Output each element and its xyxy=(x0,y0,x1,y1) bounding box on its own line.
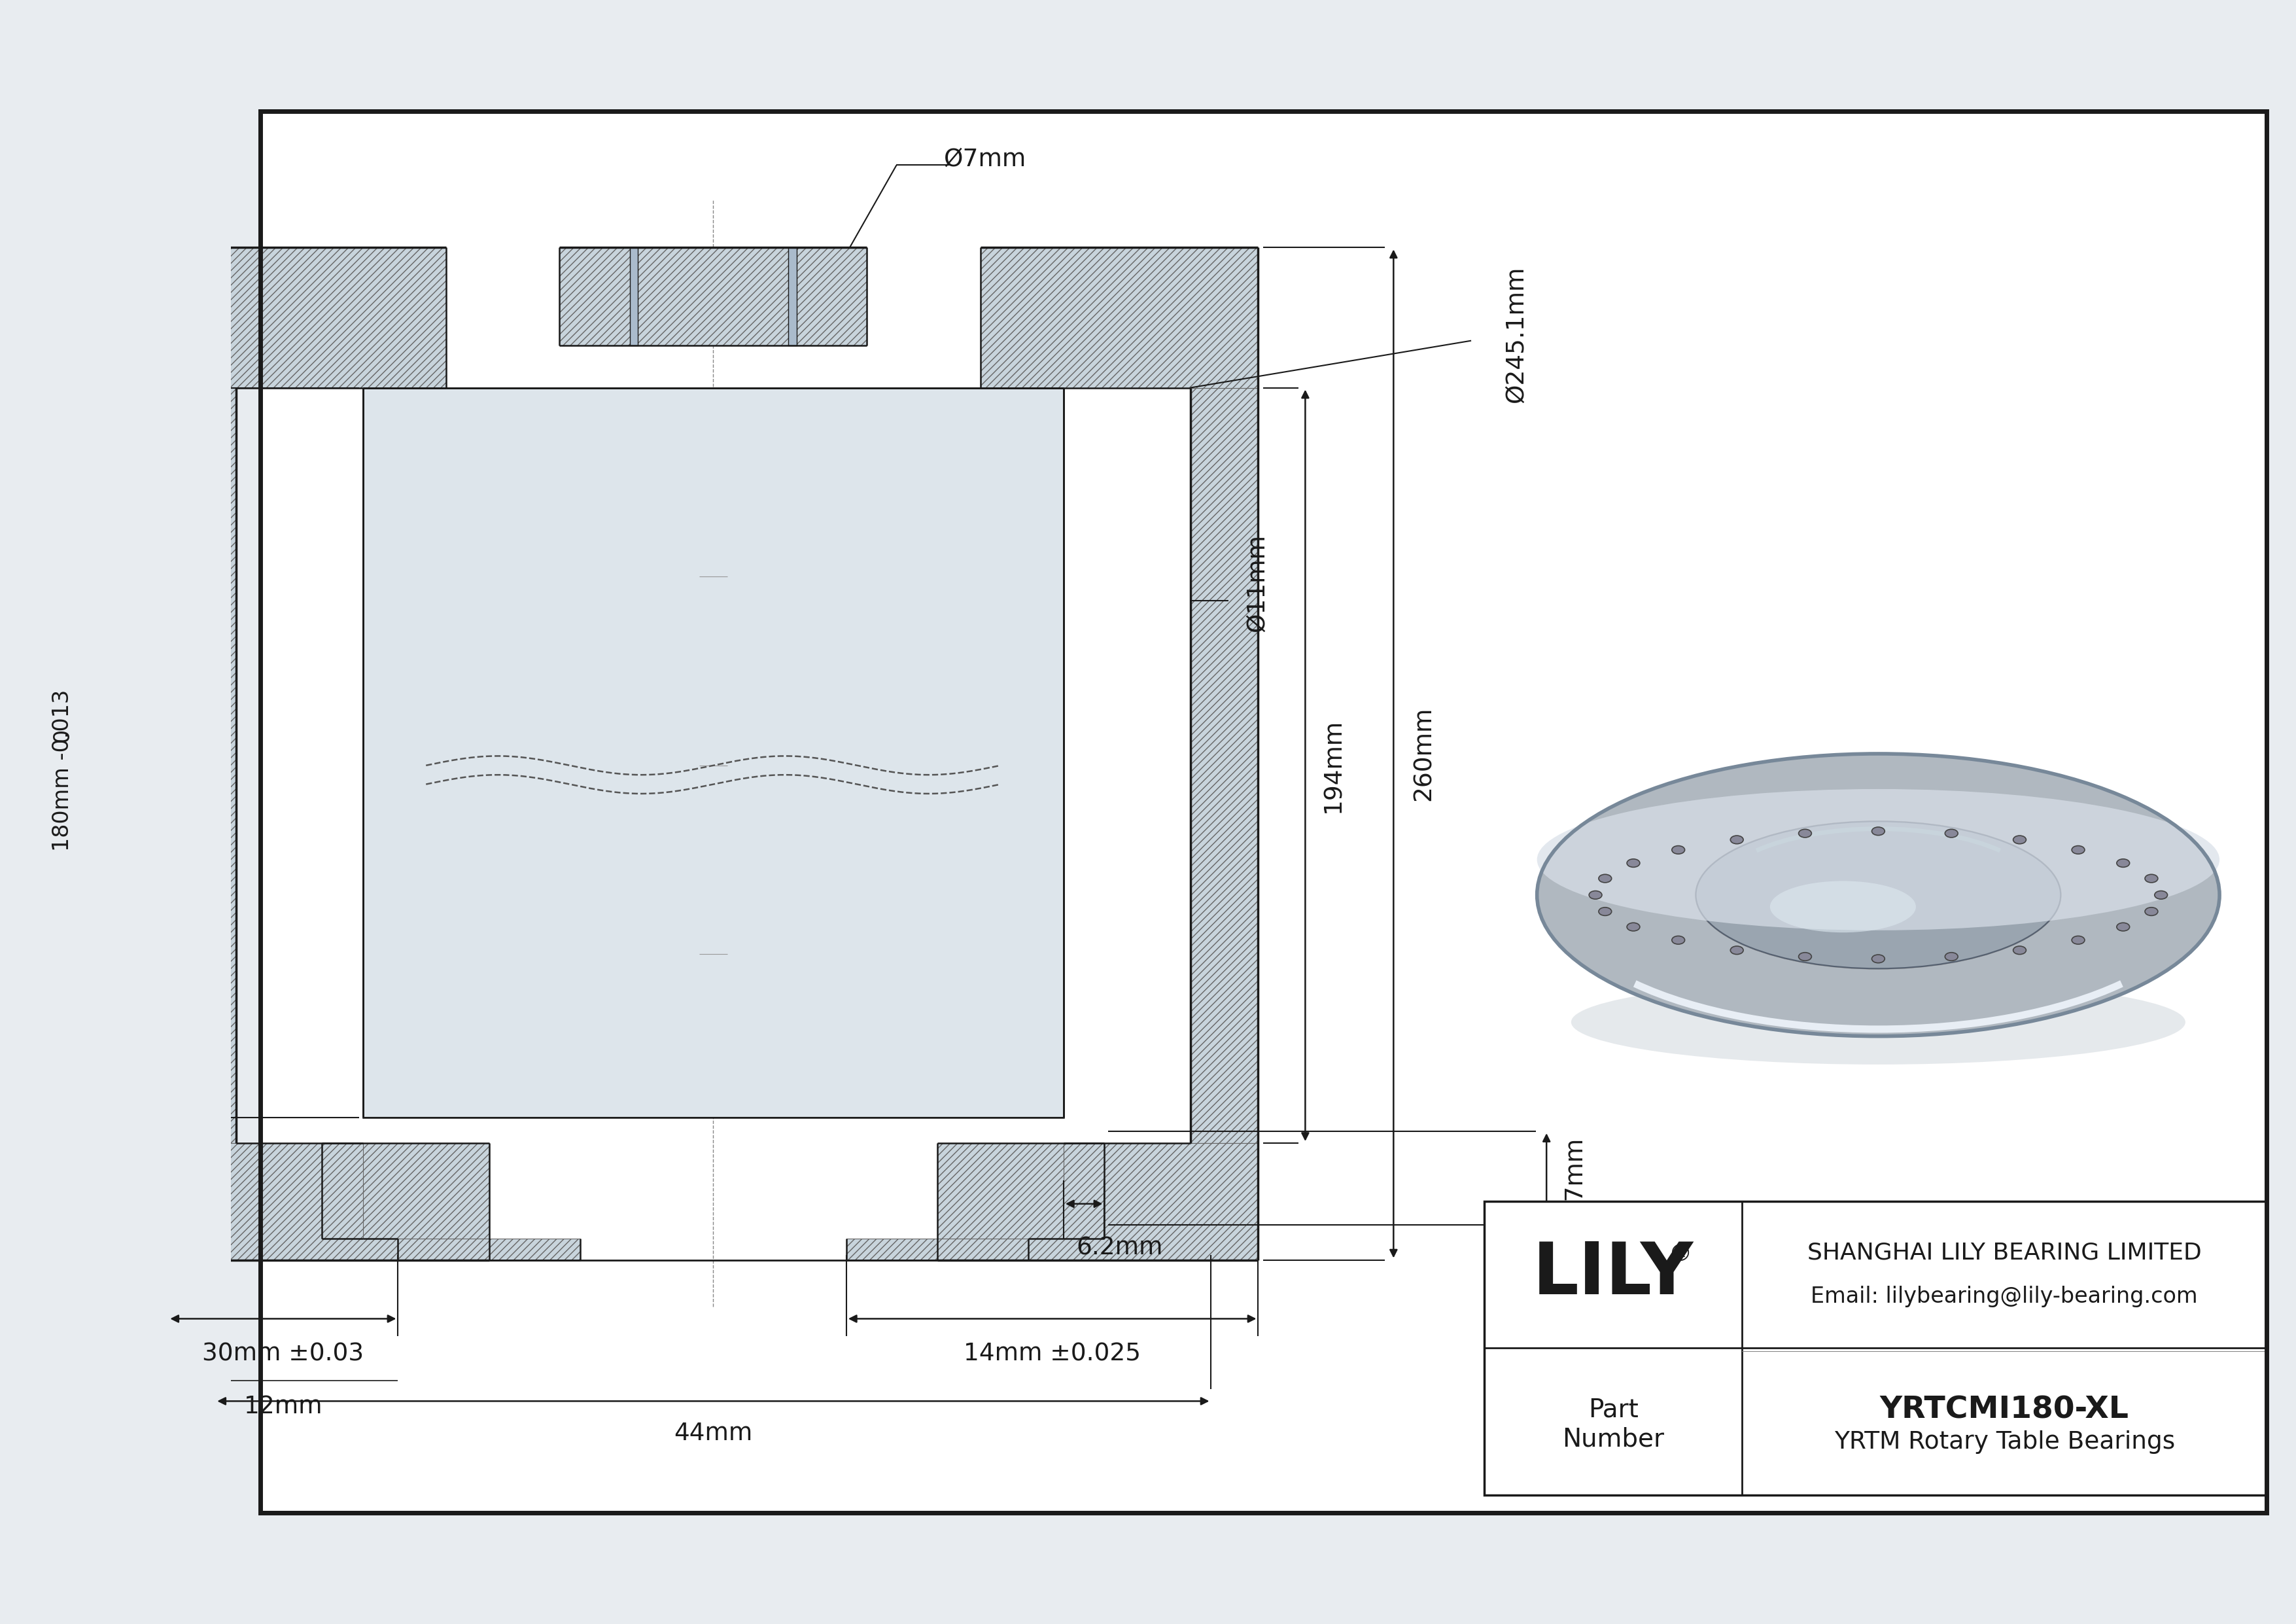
Text: Ø7mm: Ø7mm xyxy=(1564,1137,1587,1220)
Polygon shape xyxy=(321,1143,363,1239)
Ellipse shape xyxy=(2144,908,2158,916)
Ellipse shape xyxy=(2014,836,2025,844)
Ellipse shape xyxy=(1798,830,1812,838)
Text: Part: Part xyxy=(1589,1398,1639,1423)
Text: Number: Number xyxy=(1561,1427,1665,1452)
Ellipse shape xyxy=(2071,935,2085,944)
Ellipse shape xyxy=(1536,754,2220,1036)
Ellipse shape xyxy=(1798,953,1812,961)
Text: 44mm: 44mm xyxy=(675,1421,753,1445)
Text: 180mm -0.013: 180mm -0.013 xyxy=(51,689,73,851)
Ellipse shape xyxy=(2071,846,2085,854)
Text: 6.2mm: 6.2mm xyxy=(1077,1236,1162,1260)
Ellipse shape xyxy=(1945,953,1958,961)
Ellipse shape xyxy=(1945,830,1958,838)
Polygon shape xyxy=(363,388,1063,1117)
Ellipse shape xyxy=(1589,892,1603,900)
Polygon shape xyxy=(1189,388,1258,1143)
Polygon shape xyxy=(560,247,868,346)
Ellipse shape xyxy=(1570,979,2186,1064)
Bar xyxy=(629,247,638,346)
Ellipse shape xyxy=(1598,908,1612,916)
Ellipse shape xyxy=(1871,955,1885,963)
Ellipse shape xyxy=(2117,922,2131,931)
Text: Email: lilybearing@lily-bearing.com: Email: lilybearing@lily-bearing.com xyxy=(1812,1286,2197,1307)
Ellipse shape xyxy=(1871,827,1885,835)
Ellipse shape xyxy=(1697,822,2060,968)
Ellipse shape xyxy=(2144,874,2158,882)
Text: YRTCMI180-XL: YRTCMI180-XL xyxy=(1880,1395,2128,1424)
Polygon shape xyxy=(847,1239,1029,1260)
Text: LILY: LILY xyxy=(1534,1239,1694,1309)
Text: 12mm: 12mm xyxy=(243,1395,321,1419)
Polygon shape xyxy=(980,247,1258,388)
Ellipse shape xyxy=(1598,874,1612,882)
Text: 260mm: 260mm xyxy=(1412,706,1435,801)
Ellipse shape xyxy=(2154,892,2167,900)
Ellipse shape xyxy=(1536,789,2220,931)
Polygon shape xyxy=(937,1143,1258,1260)
Ellipse shape xyxy=(1628,859,1639,867)
Ellipse shape xyxy=(1671,935,1685,944)
Ellipse shape xyxy=(1731,836,1743,844)
Text: SHANGHAI LILY BEARING LIMITED: SHANGHAI LILY BEARING LIMITED xyxy=(1807,1241,2202,1263)
Polygon shape xyxy=(168,388,236,1143)
Ellipse shape xyxy=(1671,846,1685,854)
Polygon shape xyxy=(168,247,445,388)
Text: ®: ® xyxy=(1669,1242,1692,1265)
Text: Ø11mm: Ø11mm xyxy=(1244,534,1270,632)
Ellipse shape xyxy=(1697,822,2060,968)
Text: Ø245.1mm: Ø245.1mm xyxy=(1504,266,1527,403)
Text: 30mm ±0.03: 30mm ±0.03 xyxy=(202,1343,365,1366)
Ellipse shape xyxy=(1770,880,1915,932)
Bar xyxy=(788,247,797,346)
Bar xyxy=(1483,1202,2266,1496)
Text: YRTM Rotary Table Bearings: YRTM Rotary Table Bearings xyxy=(1835,1431,2174,1453)
Polygon shape xyxy=(1063,1143,1104,1239)
Polygon shape xyxy=(397,1239,581,1260)
Ellipse shape xyxy=(1731,947,1743,955)
Text: Ø7mm: Ø7mm xyxy=(944,148,1026,171)
Ellipse shape xyxy=(1628,922,1639,931)
Polygon shape xyxy=(168,1143,489,1260)
Text: 194mm: 194mm xyxy=(1322,718,1345,812)
Text: 14mm ±0.025: 14mm ±0.025 xyxy=(964,1343,1141,1366)
Text: 0: 0 xyxy=(51,728,73,742)
Ellipse shape xyxy=(2117,859,2131,867)
Ellipse shape xyxy=(2014,947,2025,955)
